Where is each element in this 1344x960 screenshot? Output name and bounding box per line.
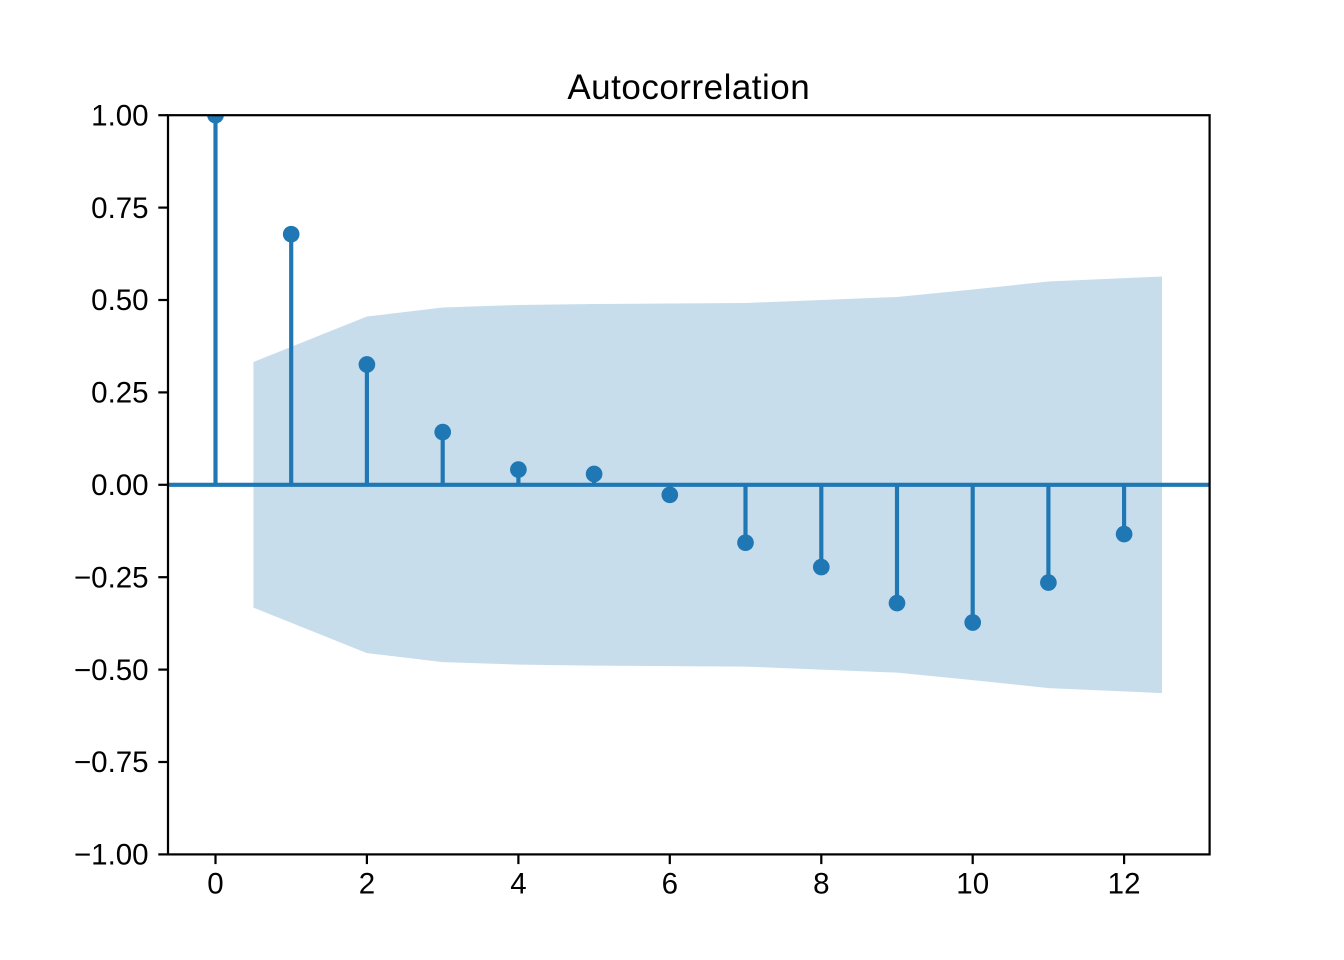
svg-text:0: 0 [207, 867, 223, 900]
svg-text:1.00: 1.00 [91, 99, 148, 132]
svg-text:0.25: 0.25 [91, 377, 148, 410]
svg-text:0.00: 0.00 [91, 469, 148, 502]
svg-text:8: 8 [813, 867, 829, 900]
svg-text:−0.25: −0.25 [74, 561, 149, 594]
svg-text:2: 2 [359, 867, 375, 900]
svg-text:12: 12 [1108, 867, 1141, 900]
svg-text:0.75: 0.75 [91, 192, 148, 225]
svg-text:−1.00: −1.00 [74, 839, 149, 872]
svg-text:4: 4 [510, 867, 526, 900]
svg-text:10: 10 [956, 867, 989, 900]
svg-text:−0.50: −0.50 [74, 654, 149, 687]
svg-text:Autocorrelation: Autocorrelation [567, 68, 810, 107]
svg-text:6: 6 [662, 867, 678, 900]
svg-text:−0.75: −0.75 [74, 746, 149, 779]
svg-text:0.50: 0.50 [91, 284, 148, 317]
